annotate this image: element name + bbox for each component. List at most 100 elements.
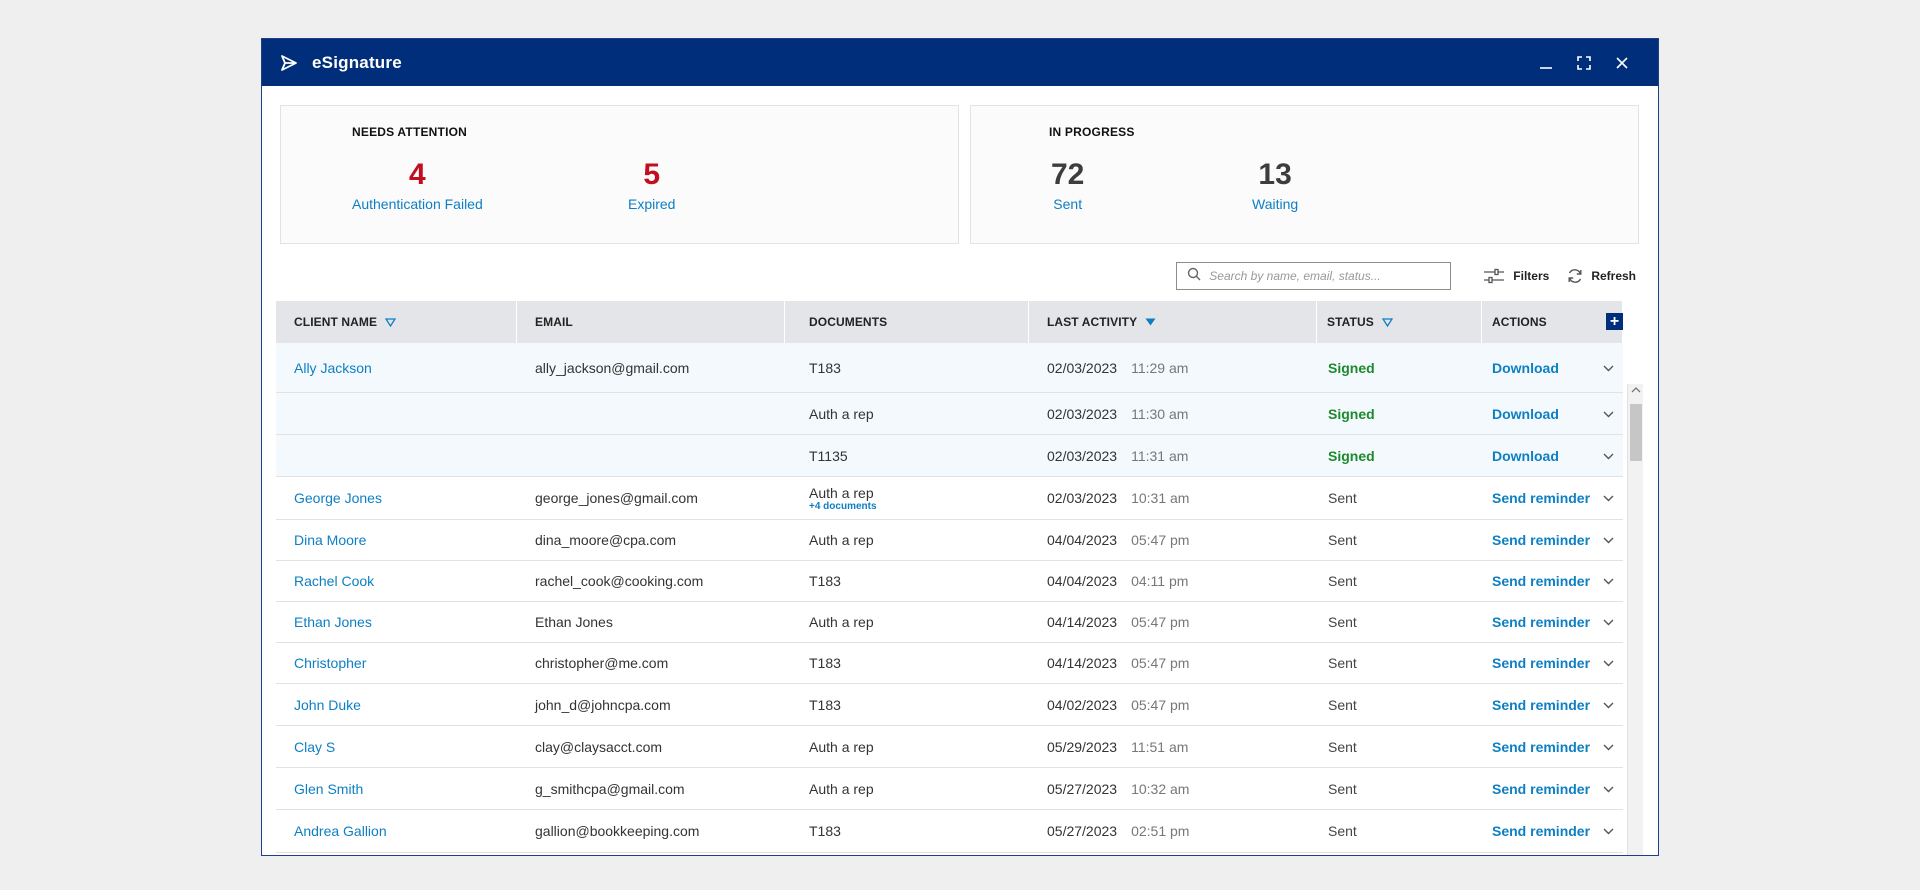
waiting-count: 13 xyxy=(1258,158,1292,191)
activity-time: 04:11 pm xyxy=(1131,573,1189,589)
table-row[interactable]: Ally Jackson ally_jackson@gmail.com T183 02… xyxy=(276,343,1623,393)
client-email: g_smithcpa@gmail.com xyxy=(535,780,685,797)
client-name-link[interactable]: Christopher xyxy=(294,655,367,671)
column-client-name[interactable]: CLIENT NAME xyxy=(276,301,517,343)
chevron-down-icon[interactable] xyxy=(1603,654,1614,672)
client-name-link[interactable]: Ethan Jones xyxy=(294,614,372,630)
send-reminder-button[interactable]: Send reminder xyxy=(1492,490,1591,506)
sort-funnel-icon[interactable] xyxy=(385,317,397,327)
chevron-down-icon[interactable] xyxy=(1603,696,1614,714)
table-row[interactable]: Auth a rep 02/03/2023 11:30 am Signed Downlo… xyxy=(276,393,1623,435)
client-name-link[interactable]: George Jones xyxy=(294,490,382,506)
client-email: george_jones@gmail.com xyxy=(535,490,698,506)
send-reminder-button[interactable]: Send reminder xyxy=(1492,738,1591,755)
chevron-down-icon[interactable] xyxy=(1603,489,1614,507)
sort-descending-icon[interactable] xyxy=(1145,318,1156,326)
send-reminder-button[interactable]: Send reminder xyxy=(1492,532,1591,548)
close-icon[interactable] xyxy=(1614,55,1630,71)
maximize-icon[interactable] xyxy=(1576,55,1592,71)
client-name-link xyxy=(276,435,517,476)
expired-link[interactable]: Expired xyxy=(628,196,676,212)
search-icon xyxy=(1187,267,1201,286)
column-documents[interactable]: DOCUMENTS xyxy=(785,301,1029,343)
table-row[interactable]: Dina Moore dina_moore@cpa.com Auth a rep 04… xyxy=(276,520,1623,561)
refresh-button[interactable]: Refresh xyxy=(1567,268,1636,284)
document-name: T183 xyxy=(809,696,841,713)
filters-button[interactable]: Filters xyxy=(1483,268,1549,284)
chevron-down-icon[interactable] xyxy=(1603,780,1614,798)
table-row[interactable]: Rachel Cook rachel_cook@cooking.com T183 04… xyxy=(276,561,1623,602)
activity-time: 02:51 pm xyxy=(1131,823,1190,839)
chevron-down-icon[interactable] xyxy=(1603,738,1614,756)
download-button[interactable]: Download xyxy=(1492,359,1559,376)
add-column-button[interactable]: + xyxy=(1606,313,1623,330)
table-row[interactable]: Christopher christopher@me.com T183 04/14/2… xyxy=(276,643,1623,684)
table-row[interactable]: Andrea Gallion gallion@bookkeeping.com T18… xyxy=(276,810,1623,853)
activity-date: 05/29/2023 xyxy=(1047,738,1118,755)
document-cell: T183 xyxy=(785,343,1029,392)
table-row[interactable]: Ethan Jones Ethan Jones Auth a rep 04/14/20… xyxy=(276,602,1623,643)
download-button[interactable]: Download xyxy=(1492,447,1559,464)
expired-stat[interactable]: 5 Expired xyxy=(628,158,675,212)
table-row[interactable]: George Jones george_jones@gmail.com Auth a… xyxy=(276,477,1623,520)
send-reminder-button[interactable]: Send reminder xyxy=(1492,780,1591,797)
send-reminder-button[interactable]: Send reminder xyxy=(1492,823,1591,839)
column-status-label: STATUS xyxy=(1327,315,1374,329)
sort-funnel-icon[interactable] xyxy=(1381,317,1393,327)
client-name-link[interactable]: John Duke xyxy=(294,696,361,713)
client-table: CLIENT NAME EMAIL DOCUMENTS LAST ACTIVIT… xyxy=(276,301,1623,855)
activity-date: 02/03/2023 xyxy=(1047,490,1118,506)
last-activity-cell: 04/04/2023 04:11 pm xyxy=(1029,561,1317,601)
document-cell: Auth a rep xyxy=(785,520,1029,560)
document-name: Auth a rep xyxy=(809,738,874,755)
client-name-link[interactable]: Dina Moore xyxy=(294,532,367,548)
client-name-link[interactable]: Andrea Gallion xyxy=(294,823,387,839)
search-box[interactable] xyxy=(1176,262,1452,290)
client-name-link[interactable]: Ally Jackson xyxy=(294,359,372,376)
client-name-link[interactable]: Rachel Cook xyxy=(294,573,375,589)
client-name-link[interactable]: Clay S xyxy=(294,738,336,755)
refresh-label: Refresh xyxy=(1591,269,1636,283)
chevron-down-icon[interactable] xyxy=(1603,613,1614,631)
waiting-stat[interactable]: 13 Waiting xyxy=(1252,158,1298,212)
chevron-down-icon[interactable] xyxy=(1603,572,1614,590)
column-email[interactable]: EMAIL xyxy=(517,301,785,343)
last-activity-cell: 04/02/2023 05:47 pm xyxy=(1029,684,1317,725)
send-reminder-button[interactable]: Send reminder xyxy=(1492,696,1591,713)
activity-date: 04/02/2023 xyxy=(1047,696,1118,713)
scrollbar-thumb[interactable] xyxy=(1630,404,1642,461)
search-input[interactable] xyxy=(1209,269,1430,283)
chevron-down-icon[interactable] xyxy=(1603,359,1614,377)
waiting-link[interactable]: Waiting xyxy=(1252,196,1299,212)
send-reminder-button[interactable]: Send reminder xyxy=(1492,655,1591,671)
chevron-down-icon[interactable] xyxy=(1603,405,1614,423)
minimize-icon[interactable] xyxy=(1538,55,1554,71)
column-last-activity[interactable]: LAST ACTIVITY xyxy=(1029,301,1317,343)
vertical-scrollbar[interactable] xyxy=(1627,384,1643,855)
activity-time: 10:31 am xyxy=(1131,490,1190,506)
send-reminder-button[interactable]: Send reminder xyxy=(1492,614,1591,630)
table-row[interactable]: Glen Smith g_smithcpa@gmail.com Auth a rep… xyxy=(276,768,1623,810)
more-documents-link[interactable]: +4 documents xyxy=(809,500,877,512)
authentication-failed-link[interactable]: Authentication Failed xyxy=(352,196,483,212)
last-activity-cell: 04/14/2023 05:47 pm xyxy=(1029,602,1317,642)
scroll-up-icon[interactable] xyxy=(1631,386,1641,394)
document-cell: T183 xyxy=(785,684,1029,725)
table-row[interactable]: John Duke john_d@johncpa.com T183 04/02/202… xyxy=(276,684,1623,726)
chevron-down-icon[interactable] xyxy=(1603,531,1614,549)
send-reminder-button[interactable]: Send reminder xyxy=(1492,573,1591,589)
last-activity-cell: 04/14/2023 05:47 pm xyxy=(1029,643,1317,683)
table-row[interactable]: T1135 02/03/2023 11:31 am Signed Download xyxy=(276,435,1623,477)
activity-date: 02/03/2023 xyxy=(1047,447,1118,464)
client-name-link[interactable]: Glen Smith xyxy=(294,780,364,797)
column-actions-label: ACTIONS xyxy=(1492,315,1547,329)
authentication-failed-stat[interactable]: 4 Authentication Failed xyxy=(352,158,483,212)
last-activity-cell: 02/03/2023 10:31 am xyxy=(1029,477,1317,519)
sent-stat[interactable]: 72 Sent xyxy=(1051,158,1084,212)
chevron-down-icon[interactable] xyxy=(1603,447,1614,465)
sent-link[interactable]: Sent xyxy=(1053,196,1083,212)
download-button[interactable]: Download xyxy=(1492,405,1559,422)
chevron-down-icon[interactable] xyxy=(1603,822,1614,840)
column-status[interactable]: STATUS xyxy=(1317,301,1482,343)
table-row[interactable]: Clay S clay@claysacct.com Auth a rep 05/29/… xyxy=(276,726,1623,768)
